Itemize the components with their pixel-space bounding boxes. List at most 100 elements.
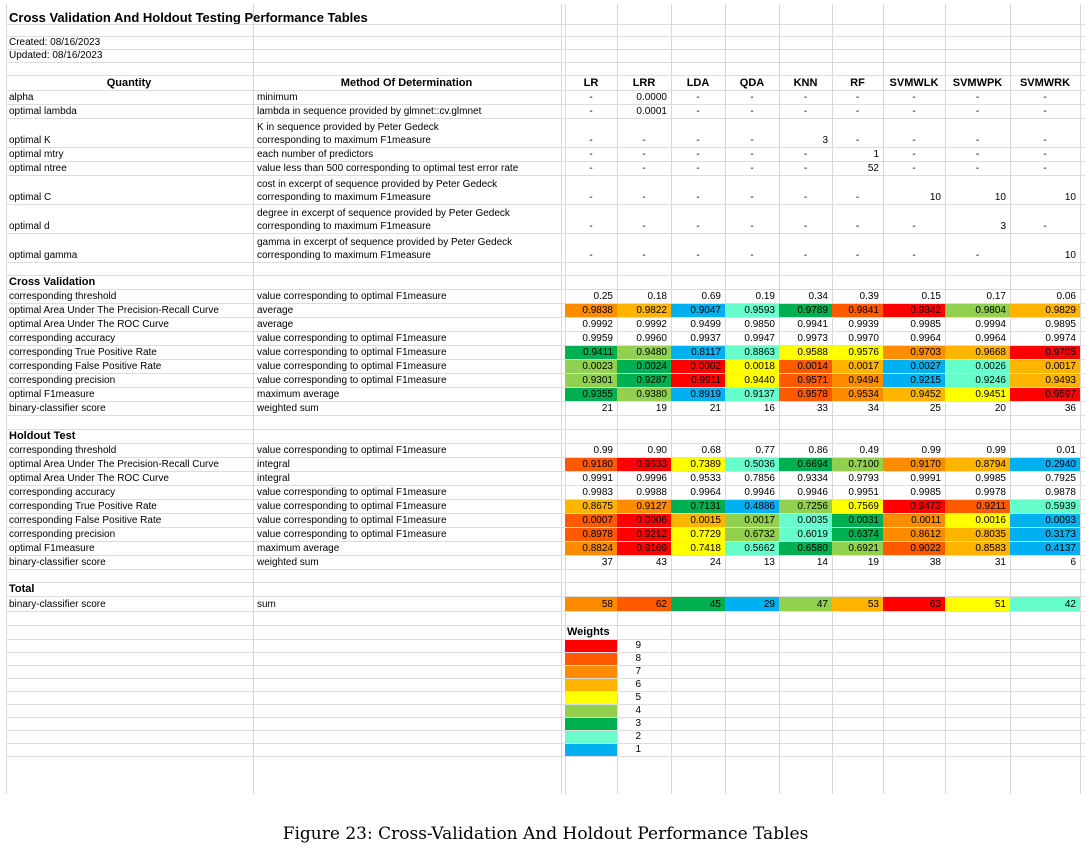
value-cell: 0.9951 <box>848 487 879 498</box>
method-label: value corresponding to optimal F1measure <box>257 529 447 540</box>
param-row: optimal ntree value less than 500 corresp… <box>6 162 1085 176</box>
model-header-4: KNN <box>793 77 818 89</box>
value-cell: - <box>1043 163 1047 174</box>
method-label: value corresponding to optimal F1measure <box>257 361 447 372</box>
value-cell-weighted: 0.6374 <box>832 528 883 541</box>
value-cell-weighted: 0.9668 <box>945 346 1010 359</box>
value-cell: - <box>696 149 700 160</box>
value-cell: - <box>803 221 808 232</box>
value-cell-weighted: 0.8035 <box>945 528 1010 541</box>
value-cell: - <box>975 250 980 261</box>
value-cell: 0.9960 <box>636 333 667 344</box>
value-cell-weighted: 0.9451 <box>945 388 1010 401</box>
value-cell: 0.7925 <box>1045 473 1076 484</box>
value-cell: 0.06 <box>1056 291 1076 302</box>
weight-level: 1 <box>635 744 641 755</box>
value-cell: 0.9964 <box>910 333 941 344</box>
value-cell: 0.9964 <box>690 487 721 498</box>
value-cell: - <box>696 221 700 232</box>
value-cell: - <box>912 92 916 103</box>
value-cell-weighted: 0.8794 <box>945 458 1010 471</box>
legend-row: 2 <box>6 731 1085 744</box>
legend-row: 1 <box>6 744 1085 757</box>
value-cell-weighted: 0.0007 <box>565 514 617 527</box>
method-line: gamma in excerpt of sequence provided by… <box>257 237 513 248</box>
param-row: optimal d degree in excerpt of sequence p… <box>6 205 1085 234</box>
value-cell: 25 <box>929 403 941 414</box>
param-row: optimal lambda lambda in sequence provide… <box>6 105 1085 119</box>
value-cell-weighted: 0.9380 <box>617 388 671 401</box>
legend-row: 7 <box>6 666 1085 679</box>
value-cell-weighted: 0.5036 <box>725 458 779 471</box>
section-title: Total <box>9 583 35 595</box>
value-cell-weighted: 53 <box>832 597 883 611</box>
method-label: value less than 500 corresponding to opt… <box>253 162 560 175</box>
value-cell: 0.9499 <box>690 319 721 330</box>
value-cell: 0.9994 <box>975 319 1006 330</box>
metric-row: optimal F1measure maximum average 0.8824 0.… <box>6 542 1085 556</box>
value-cell-weighted: 0.9127 <box>617 500 671 513</box>
value-cell-weighted: 0.9789 <box>779 304 832 317</box>
weight-swatch <box>565 692 617 704</box>
value-cell: - <box>855 135 860 146</box>
quantity-label: optimal gamma <box>9 250 78 261</box>
value-cell-weighted: 0.9215 <box>883 374 945 387</box>
grid-column-line <box>1080 4 1081 794</box>
value-cell-weighted: 0.6580 <box>779 542 832 555</box>
legend-row: 3 <box>6 718 1085 731</box>
value-cell: 10 <box>1064 192 1076 203</box>
value-cell: - <box>912 149 916 160</box>
metric-row: optimal Area Under The ROC Curve average 0… <box>6 318 1085 332</box>
value-cell-weighted: 0.9355 <box>565 388 617 401</box>
value-cell-weighted: 0.0014 <box>779 360 832 373</box>
quantity-label: alpha <box>9 92 34 103</box>
value-cell: 0.9946 <box>797 487 828 498</box>
value-cell: 33 <box>816 403 828 414</box>
value-cell: - <box>589 250 593 261</box>
quantity-label: corresponding threshold <box>9 291 117 302</box>
value-cell: 0.9985 <box>910 319 941 330</box>
method-header: Method Of Determination <box>340 76 473 89</box>
value-cell: 0.9985 <box>910 487 941 498</box>
value-cell: - <box>750 135 754 146</box>
quantity-header: Quantity <box>106 77 152 89</box>
value-cell: 0.9985 <box>975 473 1006 484</box>
value-cell-weighted: 29 <box>725 597 779 611</box>
method-line: lambda in sequence provided by glmnet::c… <box>257 106 482 117</box>
value-cell-weighted: 0.9705 <box>1010 346 1080 359</box>
legend-row: 6 <box>6 679 1085 692</box>
method-label: gamma in excerpt of sequence provided by… <box>253 234 560 262</box>
value-cell: 3 <box>822 135 828 146</box>
quantity-label: optimal Area Under The ROC Curve <box>9 319 169 330</box>
value-cell: - <box>1043 106 1047 117</box>
value-cell-weighted: 0.6921 <box>832 542 883 555</box>
value-cell-weighted: 0.8919 <box>671 388 725 401</box>
section-title-row: Total <box>6 583 1085 597</box>
value-cell-weighted: 0.9411 <box>565 346 617 359</box>
value-cell: - <box>912 250 916 261</box>
quantity-label: optimal mtry <box>9 149 64 160</box>
param-row: optimal gamma gamma in excerpt of sequenc… <box>6 234 1085 263</box>
value-cell: 0.9974 <box>1045 333 1076 344</box>
method-label: value corresponding to optimal F1measure <box>257 487 447 498</box>
value-cell: - <box>642 250 646 261</box>
value-cell-weighted: 0.7100 <box>832 458 883 471</box>
value-cell: - <box>1043 149 1047 160</box>
value-cell: - <box>803 250 808 261</box>
section-title-row: Holdout Test <box>6 430 1085 444</box>
value-cell-weighted: 0.9841 <box>832 304 883 317</box>
updated-date: Updated: 08/16/2023 <box>9 50 103 61</box>
value-cell: 0.9970 <box>848 333 879 344</box>
grid-column-line <box>6 4 7 794</box>
value-cell: 0.9533 <box>690 473 721 484</box>
value-cell-weighted: 0.0024 <box>617 360 671 373</box>
metric-row: binary-classifier score weighted sum 21 19 2… <box>6 402 1085 416</box>
method-label: degree in excerpt of sequence provided b… <box>253 205 560 233</box>
model-header-8: SVMWRK <box>1019 77 1071 89</box>
value-cell-weighted: 0.0016 <box>945 514 1010 527</box>
method-line: corresponding to maximum F1measure <box>257 250 431 261</box>
section-title-row: Cross Validation <box>6 276 1085 290</box>
value-cell-weighted: 0.9211 <box>945 500 1010 513</box>
value-cell: - <box>696 135 700 146</box>
value-cell: - <box>642 135 646 146</box>
